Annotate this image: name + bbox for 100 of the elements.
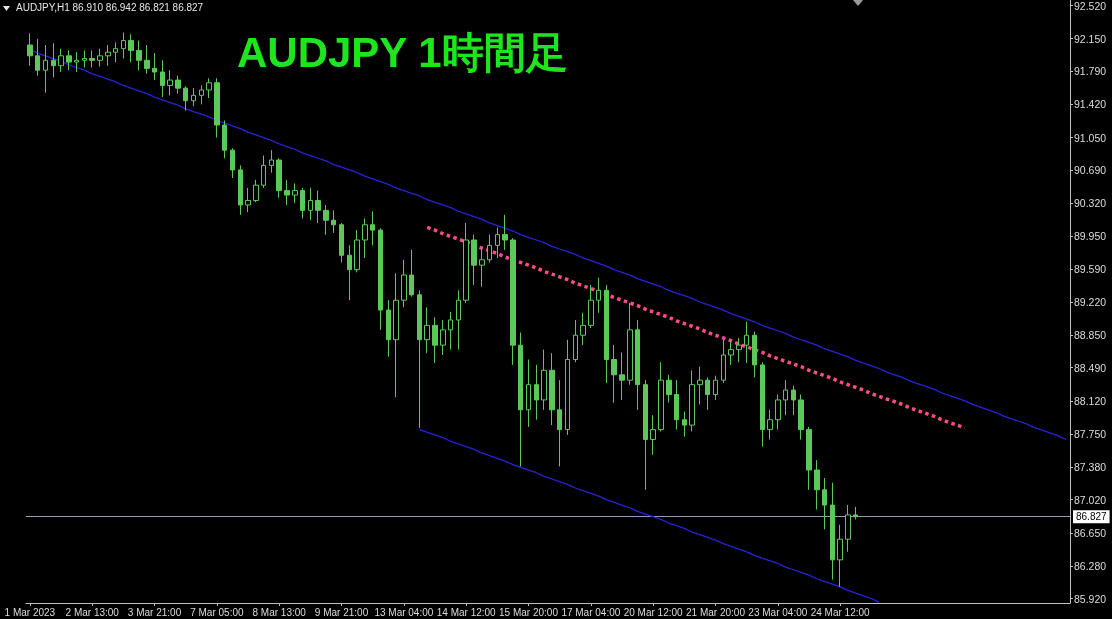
candlestick [627,302,633,386]
candlestick [448,311,453,351]
candlestick [152,52,157,81]
x-tick-label: 21 Mar 20:00 [686,606,746,618]
candlestick [362,217,368,259]
x-tick-label: 23 Mar 04:00 [748,606,808,618]
x-tick-label: 7 Mar 05:00 [190,606,244,618]
candlestick [144,44,150,75]
candlestick [417,289,422,429]
y-tick-label: 86.650 [1074,526,1107,539]
line-series [418,428,880,603]
y-tick-label: 86.280 [1074,560,1107,573]
candlestick [510,237,516,366]
y-tick-label: 88.850 [1074,329,1107,342]
candlestick [666,374,672,404]
candlestick [432,316,438,364]
candlestick [658,361,664,432]
candlestick [573,319,578,363]
candlestick [347,244,352,301]
candlestick [269,149,274,174]
candlestick [199,84,204,105]
candlestick [845,504,851,553]
candlestick [378,227,383,331]
x-tick-label: 13 Mar 04:00 [374,606,434,618]
candlestick [89,49,95,68]
candlestick [409,249,414,298]
candlestick [300,187,305,219]
y-tick-label: 87.750 [1074,428,1107,441]
line-series [425,225,967,430]
candlestick [230,147,235,179]
y-tick-label: 89.590 [1074,262,1107,275]
candlestick [736,337,742,363]
candlestick [534,364,539,421]
candlestick [463,222,469,304]
candlestick [113,41,118,63]
y-tick-label: 87.380 [1074,461,1107,474]
candlestick [557,379,562,467]
candlestick [697,366,703,405]
candlestick [806,426,812,491]
candlestick [43,44,48,94]
y-tick-label: 88.120 [1074,394,1107,407]
candlestick [588,284,594,329]
candlestick [814,459,820,511]
candlestick [121,31,126,60]
candlestick [580,312,586,346]
candlestick [440,319,446,356]
candlestick [128,33,134,63]
candlestick [541,349,547,411]
x-tick-label: 20 Mar 12:00 [623,606,684,618]
candlestick [160,59,165,98]
candlestick [66,49,72,71]
x-tick-label: 24 Mar 12:00 [810,606,871,618]
candlestick [635,319,640,411]
candlestick [611,344,617,404]
y-tick-label: 91.050 [1074,131,1107,144]
candlestick [783,379,788,416]
candlestick [393,272,399,398]
candlestick [650,414,656,456]
y-tick-label: 92.520 [1074,0,1107,12]
x-tick-label: 8 Mar 13:00 [252,606,307,618]
candlestick [643,379,648,491]
candlestick [276,157,282,199]
candlestick [713,375,718,401]
candlestick [245,187,251,213]
candlestick [705,376,710,411]
candlestick [830,482,835,581]
candlestick [167,69,173,96]
y-tick-label: 91.420 [1074,98,1107,111]
candlestick [853,506,858,520]
candlestick [487,234,492,263]
text: AUDJPY 1時間足 [237,28,568,76]
candlestick [136,40,142,71]
candlestick [495,226,500,259]
candlestick [760,361,765,448]
candlestick [315,190,321,224]
candlestick [689,369,695,432]
candlestick [206,77,212,99]
candlestick [339,222,344,263]
candlestick [424,306,430,354]
candlestick [331,209,336,234]
candlestick [837,524,843,588]
candlestick [292,182,298,204]
candlestick [323,204,329,236]
candlestick [619,351,625,401]
candlestick [191,87,196,107]
y-tick-label: 87.020 [1074,493,1107,506]
candlestick [456,289,461,351]
candlestick [502,214,508,251]
candlestick [58,48,64,73]
x-tick-label: 17 Mar 04:00 [561,606,621,618]
candlestick [744,321,749,364]
candlestick [261,155,266,189]
candlestick [775,394,781,431]
candlestick [105,44,111,67]
candlestick [798,394,804,440]
candlestick [308,187,313,221]
candlestick [51,42,56,78]
candlestick [214,77,220,139]
annotation: AUDJPY,H1 86.910 86.942 86.821 86.827 [16,1,204,13]
candlestick [518,332,523,467]
